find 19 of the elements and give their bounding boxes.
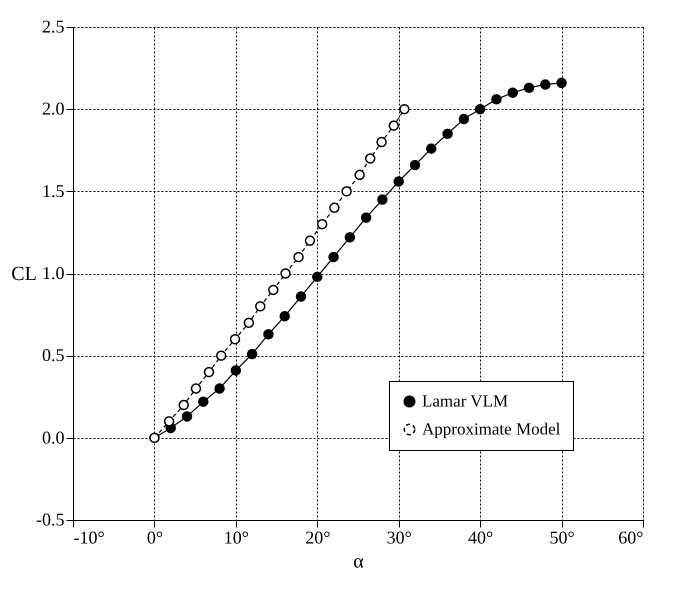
y-tick-label: 1.0 [42,263,64,283]
x-tick-label: 10° [224,528,249,548]
x-axis-title: α [353,550,364,572]
legend-label: Approximate Model [422,420,561,438]
x-tick-label: 40° [468,528,494,548]
y-tick-label: 2.0 [42,98,64,119]
y-tick-label: 0.0 [42,427,64,448]
y-tick-label: 1.5 [42,180,64,201]
y-tick-label: -0.5 [36,510,64,530]
x-tick-label: 50° [549,528,575,548]
x-tick-label: 30° [386,528,412,548]
x-tick-label: 0° [146,528,164,548]
x-tick-label: 60° [618,528,644,548]
x-tick-label: -10° [74,528,105,548]
y-tick-label: 2.5 [42,16,64,36]
y-axis-title: CL [11,263,37,285]
x-tick-label: 20° [305,528,330,548]
y-tick-label: 0.5 [42,345,64,366]
legend-label: Lamar VLM [422,392,508,410]
